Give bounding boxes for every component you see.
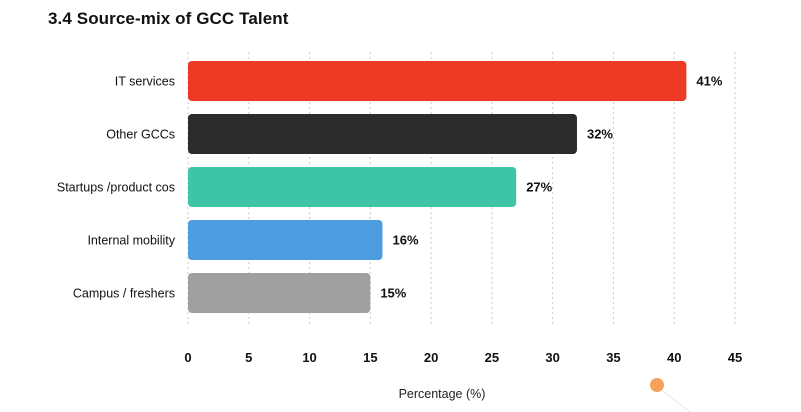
decoration: [650, 378, 691, 412]
value-labels: 41% 32% 27% 16% 15%: [380, 74, 723, 301]
x-tick-label-7: 35: [606, 350, 620, 365]
value-label-1: 41%: [696, 74, 722, 89]
category-label-2: Other GCCs: [106, 128, 175, 142]
bar-1: [188, 61, 687, 101]
x-tick-label-1: 5: [245, 350, 252, 365]
decorative-dot: [650, 378, 664, 392]
value-label-2: 32%: [587, 127, 613, 142]
x-tick-label-2: 10: [302, 350, 316, 365]
x-tick-label-0: 0: [184, 350, 191, 365]
category-labels: IT services Other GCCs Startups /product c…: [57, 75, 176, 301]
x-tick-label-4: 20: [424, 350, 438, 365]
x-tick-label-9: 45: [728, 350, 742, 365]
chart-title: 3.4 Source-mix of GCC Talent: [48, 9, 289, 28]
value-label-5: 15%: [380, 286, 406, 301]
category-label-4: Internal mobility: [87, 234, 175, 248]
x-tick-label-6: 30: [545, 350, 559, 365]
bar-5: [188, 273, 371, 313]
x-tick-label-5: 25: [485, 350, 499, 365]
bar-4: [188, 220, 383, 260]
bars: [188, 61, 687, 313]
category-label-1: IT services: [115, 75, 175, 89]
x-tick-label-3: 15: [363, 350, 377, 365]
bar-3: [188, 167, 517, 207]
x-tick-label-8: 40: [667, 350, 681, 365]
category-label-5: Campus / freshers: [73, 287, 175, 301]
value-label-4: 16%: [392, 233, 418, 248]
value-label-3: 27%: [526, 180, 552, 195]
decorative-line: [658, 387, 691, 412]
category-label-3: Startups /product cos: [57, 181, 175, 195]
bar-2: [188, 114, 577, 154]
x-axis-ticks: 0 5 10 15 20 25 30 35 40 45: [184, 350, 742, 365]
x-axis-title: Percentage (%): [399, 387, 486, 401]
